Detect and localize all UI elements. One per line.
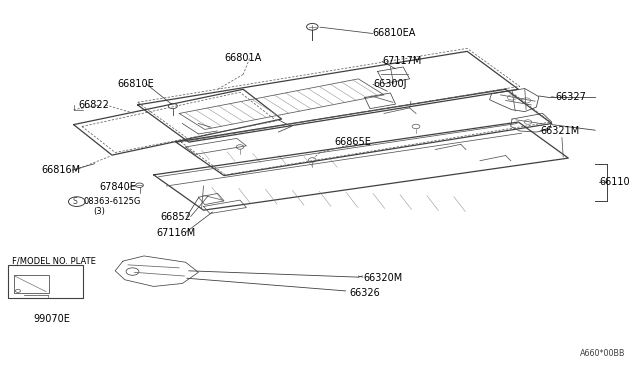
Text: 67117M: 67117M	[382, 57, 422, 66]
Text: (3): (3)	[93, 207, 105, 216]
Bar	[8, 265, 83, 298]
Bar	[14, 275, 49, 293]
Text: 66326: 66326	[349, 288, 380, 298]
Text: 66300J: 66300J	[373, 80, 406, 89]
Text: 66852: 66852	[160, 212, 191, 221]
Text: 66822: 66822	[78, 100, 109, 110]
Text: 67116M: 67116M	[157, 228, 196, 237]
Text: 66110: 66110	[599, 177, 630, 187]
Text: 66321M: 66321M	[540, 126, 579, 136]
Text: 66327: 66327	[556, 93, 586, 102]
Text: A660*00BB: A660*00BB	[580, 349, 626, 358]
Text: F/MODEL NO. PLATE: F/MODEL NO. PLATE	[12, 257, 95, 266]
Text: 08363-6125G: 08363-6125G	[83, 197, 141, 206]
Text: 66801A: 66801A	[224, 53, 261, 62]
Text: 66320M: 66320M	[363, 273, 402, 283]
Text: 66810EA: 66810EA	[372, 29, 416, 38]
Text: 67840E: 67840E	[99, 182, 136, 192]
Text: 99070E: 99070E	[33, 314, 70, 324]
Text: 66810E: 66810E	[117, 79, 154, 89]
Text: 66816M: 66816M	[42, 165, 81, 175]
Text: 66865E: 66865E	[334, 137, 371, 147]
Text: S: S	[72, 197, 77, 206]
